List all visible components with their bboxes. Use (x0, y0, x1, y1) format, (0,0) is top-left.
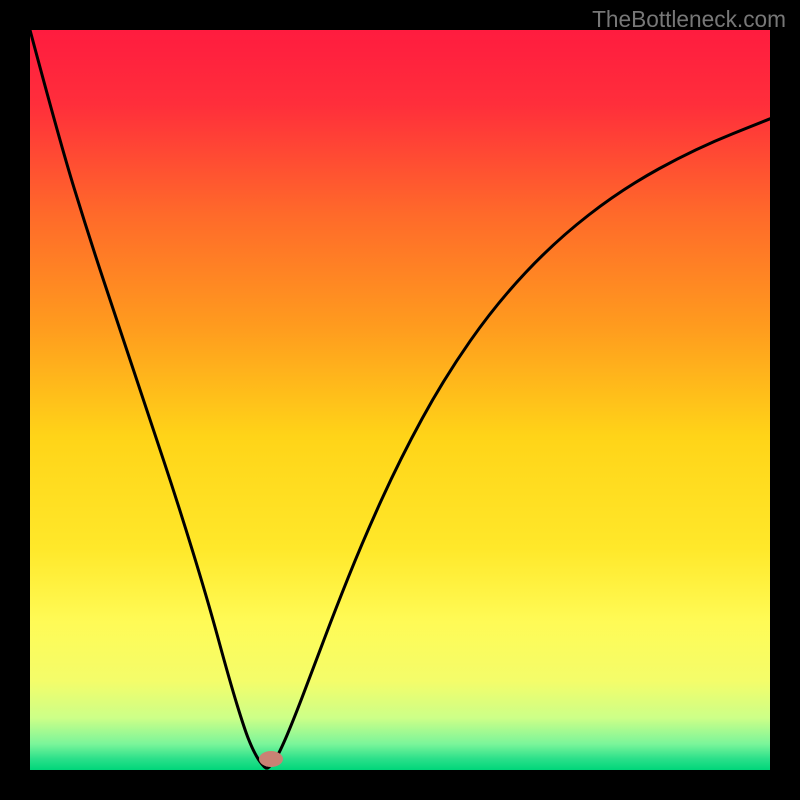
chart-border (0, 0, 800, 800)
watermark-text: TheBottleneck.com (592, 6, 786, 33)
optimum-marker (259, 751, 283, 767)
